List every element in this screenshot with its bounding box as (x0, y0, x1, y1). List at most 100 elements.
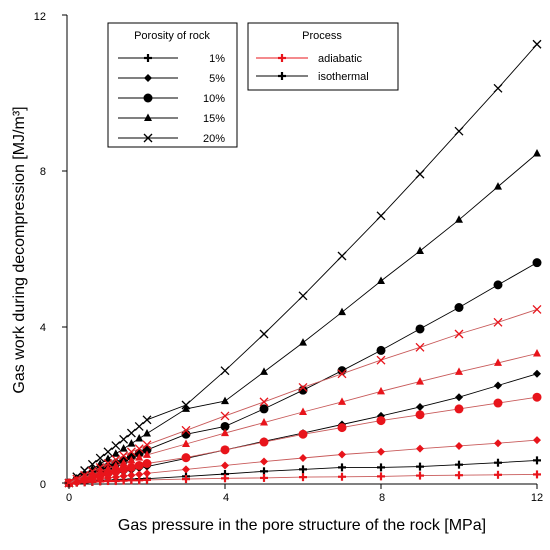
data-point-adiabatic-1pct-12 (221, 474, 229, 483)
data-point-adiabatic-15pct-14 (299, 407, 307, 416)
data-point-isothermal-15pct-18 (455, 215, 463, 223)
data-point-isothermal-15pct-8 (127, 439, 136, 447)
porosity-legend-marker-2 (143, 93, 153, 103)
porosity-legend-label-0: 1% (209, 53, 225, 65)
data-point-adiabatic-10pct-17 (415, 410, 425, 420)
data-point-adiabatic-1pct-15 (338, 472, 346, 481)
data-point-isothermal-1pct-16 (377, 463, 385, 472)
data-point-adiabatic-5pct-11 (182, 465, 190, 474)
data-point-isothermal-15pct-12 (221, 396, 229, 405)
data-point-isothermal-15pct-7 (119, 444, 128, 452)
data-point-isothermal-20pct-7 (119, 434, 129, 444)
data-point-isothermal-15pct-6 (111, 449, 120, 457)
data-point-isothermal-15pct-9 (135, 434, 144, 442)
data-point-adiabatic-15pct-9 (135, 453, 144, 461)
data-point-adiabatic-20pct-14 (298, 382, 308, 392)
porosity-legend-label-4: 20% (203, 133, 225, 145)
data-point-adiabatic-5pct-16 (377, 447, 385, 456)
y-tick-label-0: 0 (40, 479, 46, 491)
data-point-isothermal-10pct-19 (493, 280, 503, 290)
data-point-isothermal-20pct-13 (259, 329, 269, 339)
process-legend-label-0: adiabatic (318, 53, 363, 65)
data-point-adiabatic-1pct-11 (182, 475, 190, 484)
data-point-adiabatic-5pct-12 (221, 461, 229, 470)
porosity-legend-marker-0 (144, 54, 152, 62)
process-legend-marker-1 (278, 72, 286, 80)
data-point-adiabatic-1pct-19 (494, 470, 502, 479)
data-point-adiabatic-10pct-8 (126, 462, 136, 472)
x-tick-label-2: 8 (379, 492, 385, 504)
data-point-isothermal-20pct-5 (103, 447, 113, 457)
process-legend-title: Process (302, 30, 342, 42)
data-point-adiabatic-5pct-7 (119, 471, 128, 480)
data-point-adiabatic-15pct-13 (260, 418, 268, 426)
data-point-isothermal-10pct-20 (532, 258, 542, 268)
data-point-isothermal-1pct-20 (533, 456, 541, 465)
data-point-isothermal-15pct-10 (143, 428, 151, 437)
data-point-adiabatic-20pct-18 (454, 329, 464, 339)
process-legend-marker-0 (278, 54, 286, 62)
data-point-adiabatic-10pct-10 (142, 459, 152, 468)
porosity-legend-marker-4 (143, 133, 153, 143)
data-point-adiabatic-15pct-19 (494, 358, 502, 366)
data-point-isothermal-20pct-15 (337, 251, 347, 261)
x-tick-label-3: 12 (531, 492, 543, 504)
data-point-adiabatic-10pct-7 (119, 464, 129, 474)
data-point-isothermal-10pct-16 (376, 345, 386, 355)
data-point-adiabatic-15pct-16 (377, 386, 385, 395)
porosity-legend-label-3: 15% (203, 113, 225, 125)
data-point-isothermal-20pct-9 (134, 421, 144, 431)
data-point-adiabatic-1pct-13 (260, 473, 268, 482)
data-point-isothermal-15pct-16 (377, 276, 385, 284)
data-point-isothermal-20pct-20 (532, 39, 542, 49)
data-point-adiabatic-20pct-2 (80, 470, 90, 480)
data-point-adiabatic-5pct-15 (338, 450, 346, 459)
data-point-isothermal-15pct-15 (338, 307, 346, 316)
data-point-isothermal-20pct-10 (142, 415, 152, 425)
data-point-isothermal-1pct-19 (494, 458, 502, 467)
data-point-isothermal-15pct-17 (416, 246, 424, 254)
data-point-adiabatic-20pct-16 (376, 355, 386, 365)
data-point-isothermal-15pct-19 (494, 182, 502, 190)
data-point-isothermal-20pct-8 (126, 428, 136, 438)
data-point-adiabatic-5pct-19 (494, 439, 502, 448)
data-point-adiabatic-10pct-13 (259, 437, 269, 447)
porosity-legend-title: Porosity of rock (134, 30, 210, 42)
data-point-adiabatic-5pct-13 (260, 457, 268, 466)
data-point-adiabatic-5pct-8 (127, 471, 136, 480)
data-point-adiabatic-15pct-15 (338, 397, 346, 405)
porosity-legend: Porosity of rock 1% 5% 10% 15% 20% (107, 22, 238, 148)
data-point-adiabatic-20pct-12 (220, 411, 230, 421)
data-point-isothermal-15pct-20 (533, 148, 541, 157)
data-point-adiabatic-10pct-12 (220, 445, 230, 455)
x-tick-label-1: 4 (223, 492, 229, 504)
data-point-adiabatic-15pct-4 (96, 466, 105, 475)
data-point-isothermal-15pct-11 (182, 404, 190, 412)
data-point-adiabatic-5pct-14 (299, 454, 307, 463)
data-point-adiabatic-10pct-15 (337, 423, 347, 433)
data-point-adiabatic-15pct-11 (182, 439, 190, 447)
data-point-adiabatic-15pct-2 (80, 472, 89, 481)
data-point-adiabatic-20pct-3 (87, 466, 97, 476)
data-point-isothermal-1pct-15 (338, 463, 346, 472)
data-point-isothermal-5pct-20 (533, 369, 541, 378)
data-point-isothermal-20pct-12 (220, 366, 230, 376)
data-point-adiabatic-20pct-1 (72, 474, 82, 484)
data-point-adiabatic-15pct-12 (221, 428, 229, 437)
data-point-isothermal-10pct-12 (220, 421, 230, 431)
data-point-adiabatic-5pct-9 (135, 470, 144, 479)
data-point-adiabatic-20pct-11 (181, 425, 191, 435)
y-axis-title: Gas work during decompression [MJ/m³] (11, 106, 28, 393)
porosity-legend-box (107, 22, 238, 148)
data-point-isothermal-15pct-14 (299, 338, 307, 346)
data-point-adiabatic-1pct-20 (533, 470, 541, 479)
data-point-adiabatic-1pct-16 (377, 472, 385, 481)
porosity-legend-marker-3 (144, 113, 152, 121)
data-point-isothermal-10pct-13 (259, 404, 269, 414)
porosity-legend-label-1: 5% (209, 73, 225, 85)
data-point-adiabatic-20pct-8 (126, 447, 136, 457)
data-point-adiabatic-15pct-10 (143, 450, 151, 458)
data-point-adiabatic-1pct-14 (299, 473, 307, 482)
